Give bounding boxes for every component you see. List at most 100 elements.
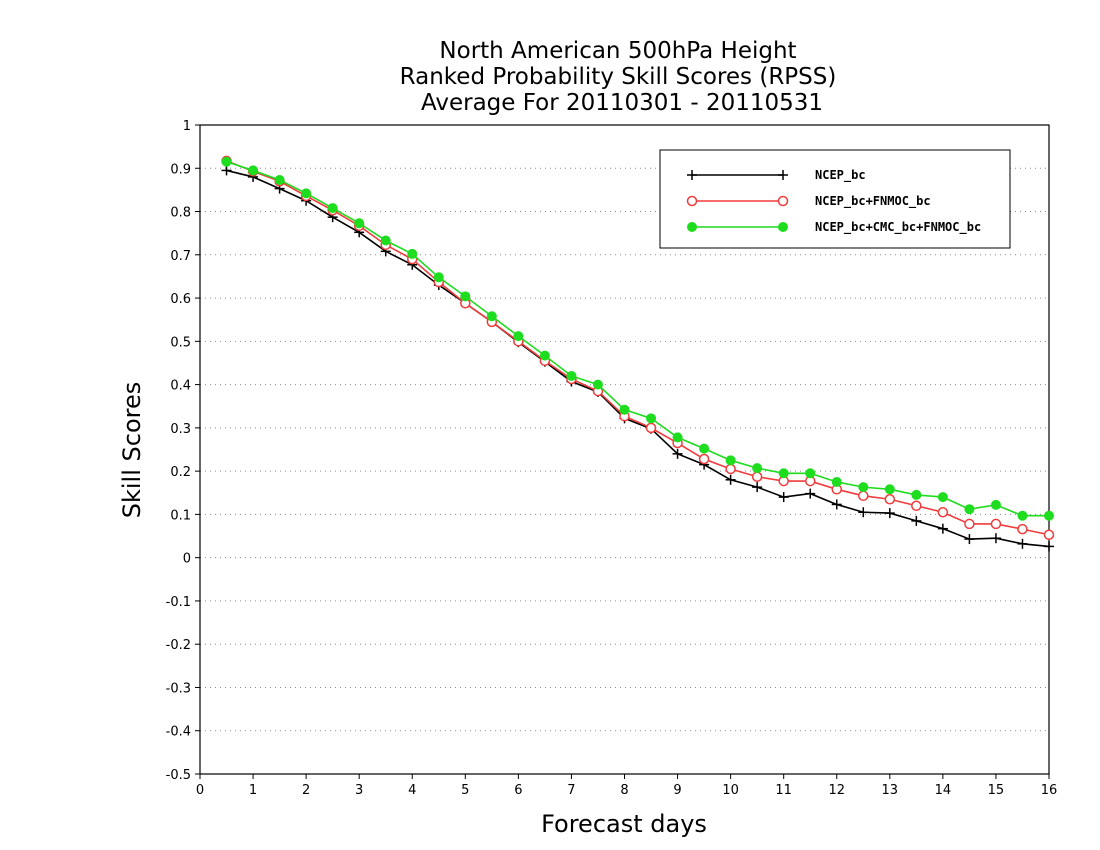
series-2 bbox=[221, 156, 1054, 521]
title-line-1: North American 500hPa Height bbox=[439, 38, 796, 64]
y-tick-label: 0.8 bbox=[170, 206, 191, 221]
legend-marker bbox=[778, 170, 788, 180]
grid-lines bbox=[200, 167, 1049, 732]
data-point bbox=[752, 463, 763, 474]
data-point bbox=[805, 488, 816, 499]
series-line bbox=[226, 169, 1050, 548]
data-point bbox=[619, 404, 630, 415]
x-tick-label: 10 bbox=[722, 783, 739, 798]
data-point bbox=[911, 515, 922, 526]
y-tick-label: 0 bbox=[183, 552, 191, 567]
x-tick-label: 6 bbox=[514, 783, 522, 798]
data-point bbox=[778, 492, 789, 503]
x-tick-label: 13 bbox=[882, 783, 899, 798]
x-tick-label: 9 bbox=[673, 783, 681, 798]
y-tick-label: 0.7 bbox=[170, 249, 191, 264]
data-point bbox=[486, 311, 497, 322]
data-point bbox=[301, 188, 312, 199]
y-tick-label: 0.1 bbox=[170, 508, 191, 523]
x-tick-label: 1 bbox=[249, 783, 257, 798]
data-point bbox=[778, 468, 789, 479]
data-point bbox=[672, 432, 683, 443]
y-tick-label: 0.6 bbox=[170, 292, 191, 307]
x-tick-label: 7 bbox=[567, 783, 575, 798]
data-point bbox=[433, 272, 444, 283]
data-point bbox=[964, 504, 975, 515]
axes: 1 0.9 0.8 0.7 0.6 0.5 0.4 0.3 0.2 0.1 0 -0.1 -0.2 -0.… bbox=[166, 119, 1058, 798]
x-tick-label: 11 bbox=[775, 783, 792, 798]
data-point bbox=[831, 499, 842, 510]
data-point bbox=[937, 492, 948, 503]
data-point bbox=[221, 156, 232, 167]
data-point bbox=[566, 370, 577, 381]
legend-entry: NCEP_bc bbox=[687, 168, 866, 183]
data-point bbox=[460, 291, 471, 302]
data-point bbox=[646, 413, 657, 424]
series-lines bbox=[221, 155, 1055, 552]
y-tick-label: -0.5 bbox=[166, 768, 191, 783]
legend: NCEP_bc NCEP_bc+FNMOC_bc NCEP_bc+CMC_bc+FN… bbox=[659, 149, 1011, 249]
data-point bbox=[513, 331, 524, 342]
y-axis-title: Skill Scores bbox=[118, 382, 146, 519]
data-point bbox=[751, 471, 763, 483]
data-point bbox=[1017, 510, 1028, 521]
data-point bbox=[752, 482, 763, 493]
x-axis-title: Forecast days bbox=[541, 810, 707, 838]
legend-marker bbox=[777, 195, 789, 207]
data-point bbox=[937, 506, 949, 518]
data-point bbox=[725, 474, 736, 485]
y-tick-label: 1 bbox=[183, 119, 191, 134]
chart-title: North American 500hPa Height Ranked Prob… bbox=[400, 38, 837, 116]
data-point bbox=[725, 455, 736, 466]
y-tick-label: 0.5 bbox=[170, 335, 191, 350]
data-point bbox=[699, 443, 710, 454]
data-point bbox=[380, 235, 391, 246]
data-point bbox=[592, 379, 603, 390]
data-point bbox=[672, 448, 683, 459]
data-point bbox=[645, 422, 657, 434]
y-tick-label: -0.3 bbox=[166, 681, 191, 696]
data-point bbox=[964, 534, 975, 545]
data-point bbox=[911, 489, 922, 500]
x-tick-label: 8 bbox=[620, 783, 628, 798]
data-point bbox=[805, 468, 816, 479]
data-point bbox=[1044, 541, 1054, 552]
title-line-2: Ranked Probability Skill Scores (RPSS) bbox=[400, 64, 837, 90]
y-tick-label: -0.2 bbox=[166, 638, 191, 653]
data-point bbox=[858, 490, 869, 502]
legend-label: NCEP_bc bbox=[815, 168, 866, 183]
legend-entry: NCEP_bc+FNMOC_bc bbox=[686, 194, 931, 209]
data-point bbox=[937, 523, 948, 534]
title-line-3: Average For 20110301 - 20110531 bbox=[421, 90, 823, 116]
x-tick-label: 3 bbox=[355, 783, 363, 798]
data-point bbox=[990, 499, 1001, 510]
data-point bbox=[725, 463, 736, 475]
data-point bbox=[884, 494, 896, 505]
legend-entry: NCEP_bc+CMC_bc+FNMOC_bc bbox=[687, 220, 981, 235]
data-point bbox=[858, 507, 869, 518]
legend-box bbox=[659, 149, 1011, 249]
y-tick-label: -0.1 bbox=[166, 595, 191, 610]
legend-marker bbox=[687, 222, 697, 232]
y-tick-label: -0.4 bbox=[166, 725, 191, 740]
data-point bbox=[990, 533, 1001, 544]
legend-label: NCEP_bc+CMC_bc+FNMOC_bc bbox=[815, 220, 981, 235]
y-tick-label: 0.3 bbox=[170, 422, 191, 437]
x-tick-label: 15 bbox=[988, 783, 1005, 798]
x-tick-label: 12 bbox=[828, 783, 845, 798]
legend-marker bbox=[686, 195, 698, 207]
data-point bbox=[1043, 529, 1055, 540]
data-point bbox=[274, 174, 285, 185]
data-point bbox=[1017, 523, 1028, 535]
legend-marker bbox=[778, 222, 788, 232]
data-point bbox=[327, 203, 338, 214]
x-tick-label: 2 bbox=[302, 783, 310, 798]
data-point bbox=[831, 476, 842, 487]
data-point bbox=[990, 518, 1002, 530]
data-point bbox=[539, 350, 550, 361]
data-point bbox=[964, 518, 975, 530]
x-tick-label: 14 bbox=[935, 783, 952, 798]
legend-marker bbox=[687, 170, 697, 180]
y-tick-label: 0.2 bbox=[170, 465, 191, 480]
